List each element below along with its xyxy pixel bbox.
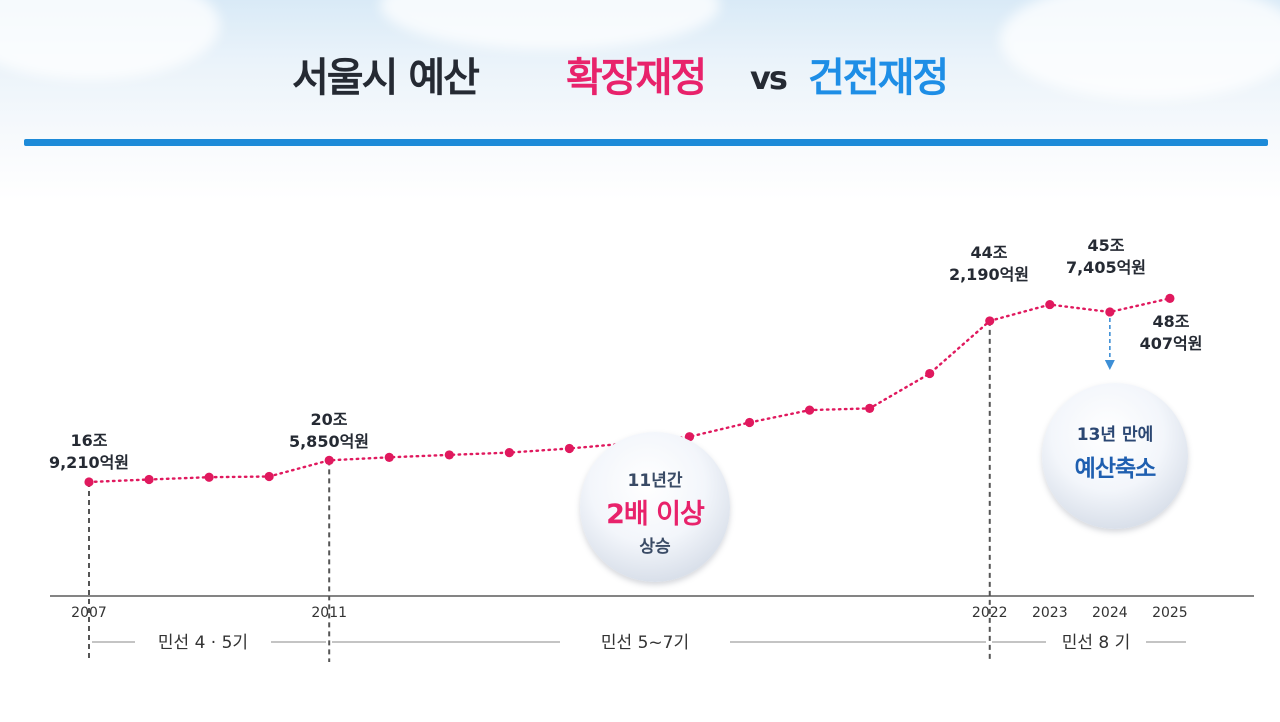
- x-tick-2024: 2024: [1092, 605, 1128, 621]
- data-point-2021: [925, 368, 935, 379]
- title-main: 서울시 예산: [292, 55, 480, 101]
- growth-callout-line1: 11년간: [627, 471, 683, 491]
- data-point-2012: [384, 452, 394, 462]
- x-tick-2023: 2023: [1032, 605, 1068, 621]
- title-expansion: 확장재정: [566, 55, 707, 101]
- data-point-2025: [1165, 293, 1175, 303]
- cloud-decoration: [1000, 0, 1280, 100]
- value-label-2011-line2: 5,850억원: [289, 432, 369, 451]
- period-label-2: 민선 8 기: [1062, 633, 1131, 653]
- x-tick-2022: 2022: [972, 605, 1008, 621]
- cut-callout-line2: 예산축소: [1074, 456, 1157, 482]
- data-point-2013: [444, 450, 454, 460]
- title-sound: 건전재정: [808, 55, 949, 101]
- value-label-2023-line1: 45조: [1088, 236, 1125, 255]
- data-point-2015: [564, 443, 575, 454]
- value-label-2022-line2: 2,190억원: [949, 265, 1029, 284]
- title-divider: [24, 139, 1268, 146]
- value-label-2025-line2: 407억원: [1140, 334, 1203, 353]
- cut-callout-line1: 13년 만에: [1076, 425, 1154, 445]
- data-point-2009: [204, 472, 214, 482]
- cut-callout: 13년 만에 예산축소: [1042, 383, 1188, 529]
- data-point-2011: [324, 455, 334, 465]
- title-vs: vs: [750, 59, 788, 97]
- x-tick-2011: 2011: [311, 605, 347, 621]
- page-title: 서울시 예산 확장재정 vs 건전재정: [0, 44, 1280, 114]
- growth-callout-line3: 상승: [639, 537, 671, 557]
- data-point-2008: [144, 474, 154, 485]
- period-label-0: 민선 4 · 5기: [158, 633, 248, 653]
- data-point-2018: [744, 417, 755, 428]
- growth-callout: 11년간 2배 이상 상승: [580, 432, 730, 582]
- data-point-2010: [264, 471, 274, 482]
- x-tick-2007: 2007: [71, 605, 107, 621]
- data-point-2024: [1105, 307, 1115, 317]
- value-label-2023-line2: 7,405억원: [1066, 258, 1146, 277]
- value-label-2007-line2: 9,210억원: [49, 453, 129, 472]
- value-label-2022-line1: 44조: [971, 243, 1008, 262]
- value-label-2011-line1: 20조: [311, 410, 348, 429]
- value-label-2025-line1: 48조: [1153, 312, 1190, 331]
- value-label-2007-line1: 16조: [71, 431, 108, 450]
- x-tick-2025: 2025: [1152, 605, 1188, 621]
- data-point-2022: [985, 316, 995, 326]
- period-label-1: 민선 5~7기: [601, 633, 689, 653]
- data-point-2019: [805, 405, 815, 415]
- data-point-2007: [84, 477, 94, 487]
- growth-callout-line2: 2배 이상: [606, 499, 705, 530]
- data-point-2020: [865, 403, 875, 413]
- data-point-2014: [504, 448, 514, 458]
- data-point-2023: [1045, 299, 1055, 310]
- cut-arrow-head: [1104, 360, 1115, 370]
